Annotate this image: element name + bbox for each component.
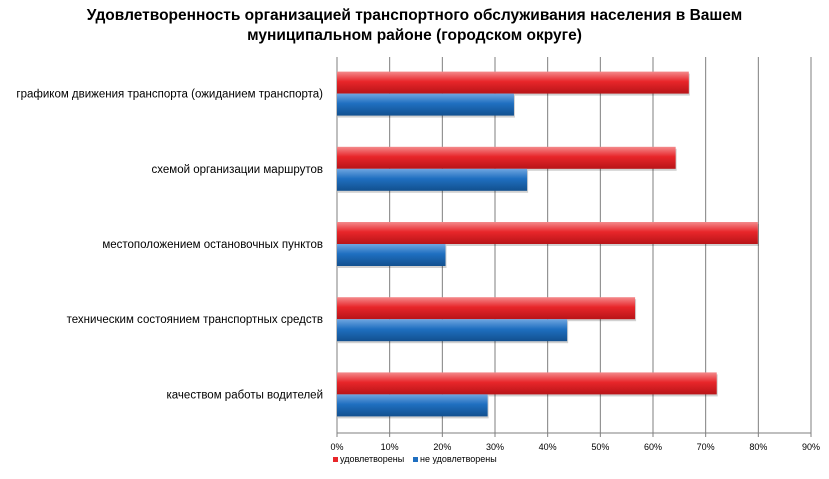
bar-satisfied (337, 222, 758, 244)
legend-label: не удовлетворены (420, 454, 497, 464)
x-tick-label: 60% (644, 442, 662, 452)
bar-satisfied (337, 146, 676, 169)
chart-title-line-1: Удовлетворенность организацией транспорт… (86, 7, 743, 24)
category-label: качеством работы водителей (167, 389, 324, 401)
x-tick-label: 10% (381, 442, 399, 452)
bar-satisfied (337, 71, 689, 94)
legend-swatch (413, 457, 418, 462)
category-label: графиком движения транспорта (ожиданием … (16, 89, 323, 101)
bar-not-satisfied (337, 319, 568, 342)
x-tick-label: 70% (697, 442, 715, 452)
x-tick-label: 80% (749, 442, 767, 452)
category-label: местоположением остановочных пунктов (102, 239, 323, 251)
x-tick-label: 90% (802, 442, 820, 452)
legend-swatch (333, 457, 338, 462)
x-tick-label: 40% (539, 442, 557, 452)
category-label: схемой организации маршрутов (152, 164, 323, 176)
x-tick-label: 50% (591, 442, 609, 452)
chart-title-line-2: муниципальном районе (городском округе) (247, 27, 582, 44)
bar-satisfied (337, 297, 636, 320)
x-tick-label: 0% (330, 442, 343, 452)
chart-title: Удовлетворенность организацией транспорт… (0, 6, 829, 46)
bar-not-satisfied (337, 244, 446, 266)
legend-label: удовлетворены (340, 454, 404, 464)
category-label: техническим состоянием транспортных сред… (67, 314, 323, 326)
x-tick-label: 30% (486, 442, 504, 452)
bar-not-satisfied (337, 394, 488, 417)
bar-not-satisfied (337, 93, 514, 116)
x-tick-label: 20% (433, 442, 451, 452)
bar-not-satisfied (337, 168, 528, 191)
bar-satisfied (337, 372, 717, 395)
